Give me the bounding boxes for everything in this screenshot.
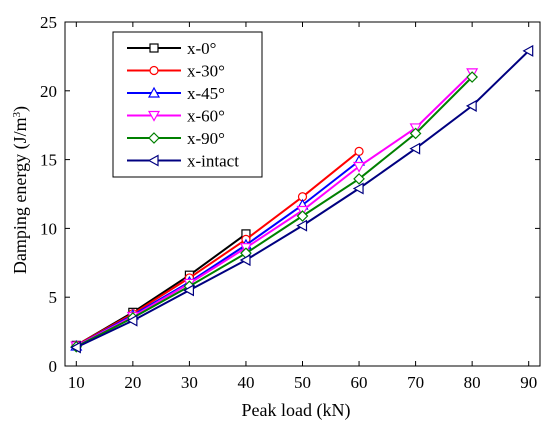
legend-label: x-60°: [187, 107, 225, 126]
data-point: [183, 284, 195, 297]
data-point: [466, 71, 478, 83]
legend-item: x-intact: [127, 152, 239, 171]
x-tick-label: 60: [351, 373, 368, 392]
legend-item: x-30°: [127, 62, 225, 81]
y-axis-title: Damping energy (J/m3): [10, 106, 31, 274]
series-line: [75, 76, 473, 348]
series-4: [70, 71, 478, 353]
x-tick-label: 80: [464, 373, 481, 392]
x-tick-label: 20: [124, 373, 141, 392]
series-5: [70, 44, 534, 354]
legend-item: x-90°: [127, 129, 225, 148]
x-tick-label: 70: [407, 373, 424, 392]
data-point: [70, 341, 81, 354]
y-axis-title-main: Damping energy (J/m: [10, 117, 31, 274]
series-line: [75, 160, 360, 347]
y-tick-label: 5: [49, 288, 58, 307]
legend-label: x-90°: [187, 129, 225, 148]
legend: x-0° x-30° x-45° x-60° x-90° x-intact: [112, 31, 263, 178]
legend-label: x-45°: [187, 84, 225, 103]
x-axis-title: Peak load (kN): [242, 400, 351, 421]
y-tick-label: 20: [40, 82, 57, 101]
legend-label: x-0°: [187, 39, 216, 58]
data-point: [353, 161, 366, 173]
series-0: [71, 229, 251, 350]
data-point: [239, 254, 251, 267]
y-tick-label: 10: [40, 219, 57, 238]
legend-marker: [149, 65, 159, 76]
legend-label: x-30°: [187, 62, 225, 81]
y-tick-label: 25: [40, 13, 57, 32]
data-point: [352, 182, 364, 195]
data-point: [296, 219, 308, 232]
data-point: [409, 127, 422, 140]
series-line: [75, 150, 360, 347]
plot-series: [70, 44, 534, 354]
data-point: [522, 44, 534, 57]
legend-marker: [147, 86, 161, 98]
series-line: [75, 72, 473, 347]
legend-marker: [148, 132, 160, 144]
legend-marker: [147, 154, 159, 167]
data-point: [296, 210, 309, 222]
x-tick-label: 50: [294, 373, 311, 392]
x-tick-label: 40: [237, 373, 254, 392]
legend-marker: [149, 43, 159, 53]
legend-item: x-45°: [127, 84, 225, 103]
x-tick-label: 10: [68, 373, 85, 392]
data-point: [409, 142, 421, 155]
legend-label: x-intact: [187, 152, 239, 171]
legend-box: [112, 31, 263, 178]
legend-item: x-0°: [127, 39, 216, 58]
data-point: [465, 99, 477, 112]
data-point: [126, 314, 138, 327]
x-tick-label: 30: [181, 373, 198, 392]
data-point: [354, 146, 364, 156]
data-point: [353, 173, 365, 185]
series-1: [71, 146, 364, 350]
y-axis-title-close: ): [10, 106, 31, 112]
series-line: [75, 233, 247, 347]
y-tick-label: 0: [49, 357, 58, 376]
legend-marker: [147, 110, 161, 122]
legend-item: x-60°: [127, 107, 225, 126]
x-tick-label: 90: [520, 373, 537, 392]
y-tick-label: 15: [40, 151, 57, 170]
axes: 10 20 30 40 50 60 70 80 90 0 5 10 15 20 25: [40, 13, 541, 392]
y-axis-title-sup: 3: [11, 111, 23, 117]
series-2: [70, 154, 366, 351]
